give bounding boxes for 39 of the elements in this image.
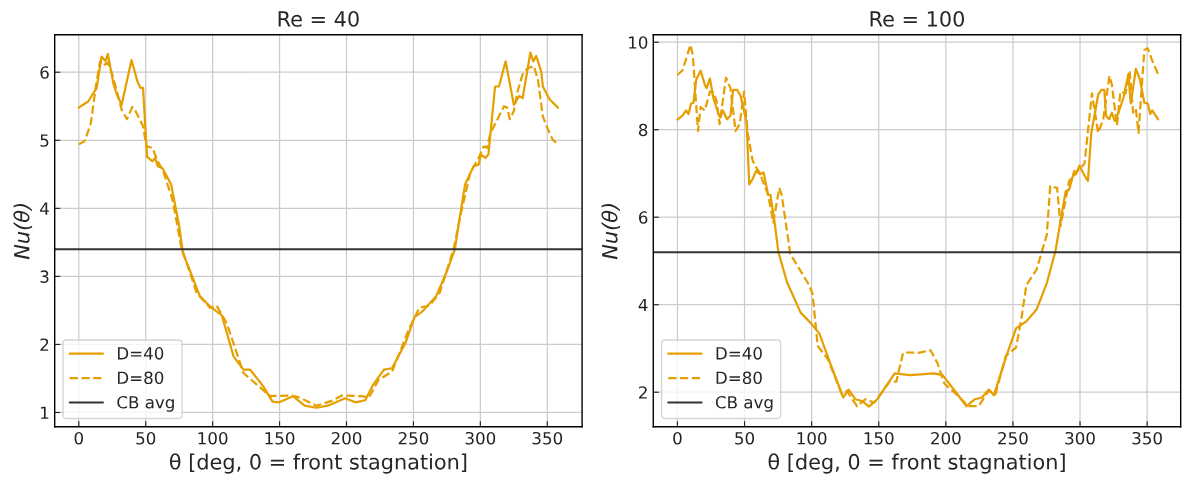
x-tick-label: 300 <box>1065 431 1095 445</box>
y-axis-title: Nu(θ) <box>13 204 33 260</box>
y-tick-label: 1 <box>41 406 49 419</box>
legend-label: D=80 <box>118 371 164 385</box>
y-tick-label: 4 <box>638 298 648 312</box>
x-axis-title: θ [deg, 0 = front stagnation] <box>768 453 1065 474</box>
legend-label: CB avg <box>117 395 174 412</box>
x-tick-label: 150 <box>265 431 295 445</box>
x-tick-label: 0 <box>673 431 682 445</box>
x-tick-label: 0 <box>74 431 83 445</box>
x-tick-label: 50 <box>136 431 156 445</box>
legend-label: D=80 <box>716 371 762 385</box>
y-tick-label: 4 <box>40 202 49 215</box>
y-tick-label: 5 <box>40 134 49 147</box>
y-tick-label: 8 <box>638 123 648 137</box>
chart-title: Re = 40 <box>278 10 359 27</box>
x-tick-label: 100 <box>797 431 827 445</box>
legend-label: CB avg <box>715 395 773 412</box>
y-tick-label: 2 <box>639 386 647 399</box>
x-tick-label: 250 <box>998 431 1028 445</box>
x-tick-label: 50 <box>735 431 755 445</box>
x-tick-label: 200 <box>331 431 362 445</box>
x-tick-label: 250 <box>398 431 429 445</box>
chart-title: Re = 100 <box>870 10 965 27</box>
x-tick-label: 350 <box>532 431 563 445</box>
x-axis-title: θ [deg, 0 = front stagnation] <box>169 453 467 474</box>
legend-label: D=40 <box>716 347 762 360</box>
x-tick-label: 100 <box>198 431 228 445</box>
y-tick-label: 6 <box>638 211 648 224</box>
x-tick-label: 300 <box>465 431 496 445</box>
y-tick-label: 3 <box>40 270 49 283</box>
x-tick-label: 150 <box>864 431 894 445</box>
y-axis-title: Nu(θ) <box>601 204 621 260</box>
x-tick-label: 350 <box>1132 431 1162 445</box>
x-tick-label: 200 <box>931 431 961 445</box>
y-tick-label: 2 <box>40 338 49 351</box>
y-tick-label: 10 <box>629 36 648 49</box>
legend-label: D=40 <box>118 347 164 360</box>
y-tick-label: 6 <box>40 66 49 79</box>
